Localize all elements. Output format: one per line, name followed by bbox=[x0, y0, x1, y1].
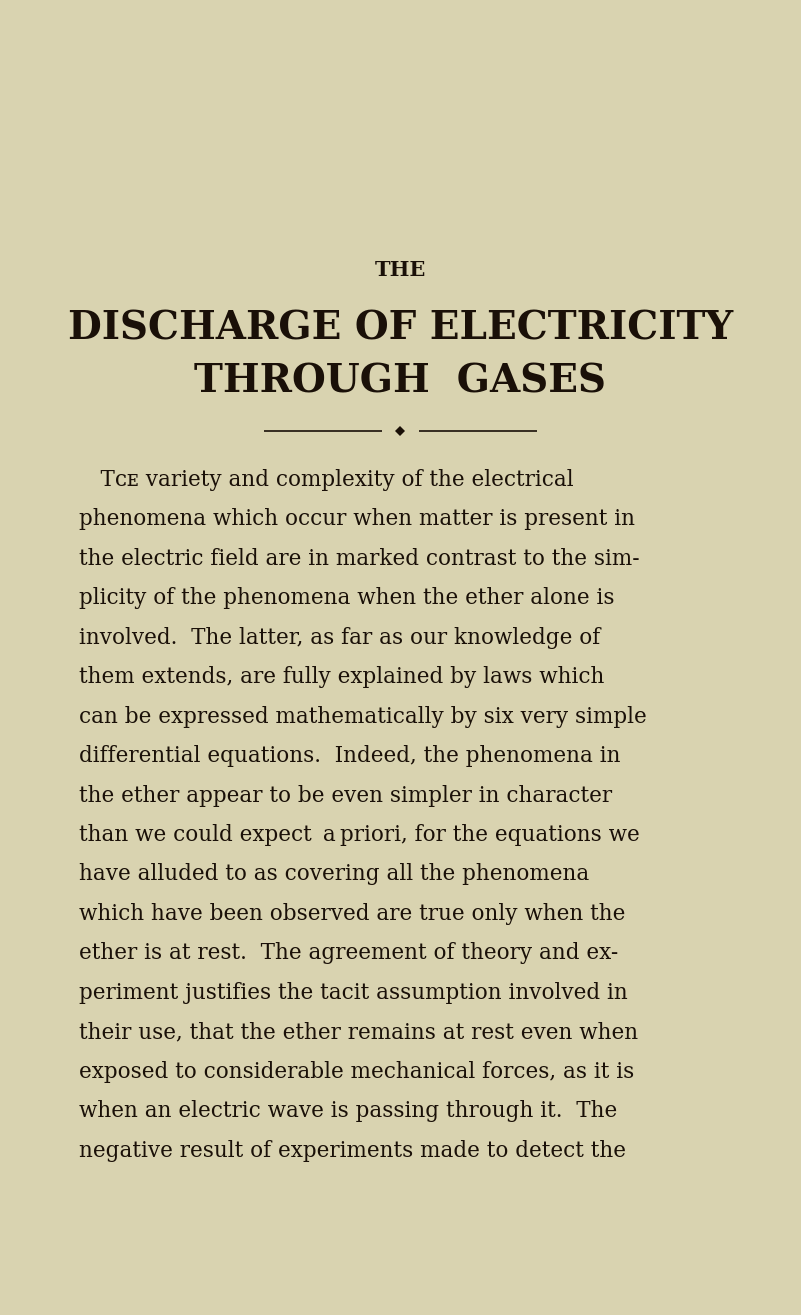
Text: periment justifies the tacit assumption involved in: periment justifies the tacit assumption … bbox=[79, 982, 628, 1003]
Text: differential equations.  Indeed, the phenomena in: differential equations. Indeed, the phen… bbox=[79, 746, 621, 767]
Text: than we could expect ⁠ a ⁠priori, for the equations we: than we could expect ⁠ a ⁠priori, for th… bbox=[79, 825, 640, 846]
Text: phenomena which occur when matter is present in: phenomena which occur when matter is pre… bbox=[79, 509, 635, 530]
Text: can be expressed mathematically by six very simple: can be expressed mathematically by six v… bbox=[79, 706, 646, 727]
Text: them extends, are fully explained by laws which: them extends, are fully explained by law… bbox=[79, 667, 604, 688]
Text: when an electric wave is passing through it.  The: when an electric wave is passing through… bbox=[79, 1101, 618, 1122]
Text: plicity of the phenomena when the ether alone is: plicity of the phenomena when the ether … bbox=[79, 588, 614, 609]
Text: exposed to considerable mechanical forces, as it is: exposed to considerable mechanical force… bbox=[79, 1061, 634, 1082]
Text: the electric field are in marked contrast to the sim-: the electric field are in marked contras… bbox=[79, 548, 639, 569]
Text: which have been observed are true only when the: which have been observed are true only w… bbox=[79, 903, 626, 924]
Text: Tᴄᴇ variety and complexity of the electrical: Tᴄᴇ variety and complexity of the electr… bbox=[79, 469, 574, 490]
Text: DISCHARGE OF ELECTRICITY: DISCHARGE OF ELECTRICITY bbox=[68, 310, 733, 347]
Text: THROUGH  GASES: THROUGH GASES bbox=[195, 363, 606, 400]
Text: their use, that the ether remains at rest even when: their use, that the ether remains at res… bbox=[79, 1022, 638, 1043]
Text: the ether appear to be even simpler in character: the ether appear to be even simpler in c… bbox=[79, 785, 612, 806]
Text: negative result of experiments made to detect the: negative result of experiments made to d… bbox=[79, 1140, 626, 1161]
Text: ether is at rest.  The agreement of theory and ex-: ether is at rest. The agreement of theor… bbox=[79, 943, 618, 964]
Text: THE: THE bbox=[375, 259, 426, 280]
Text: have alluded to as covering all the phenomena: have alluded to as covering all the phen… bbox=[79, 864, 590, 885]
Text: involved.  The latter, as far as our knowledge of: involved. The latter, as far as our know… bbox=[79, 627, 600, 648]
